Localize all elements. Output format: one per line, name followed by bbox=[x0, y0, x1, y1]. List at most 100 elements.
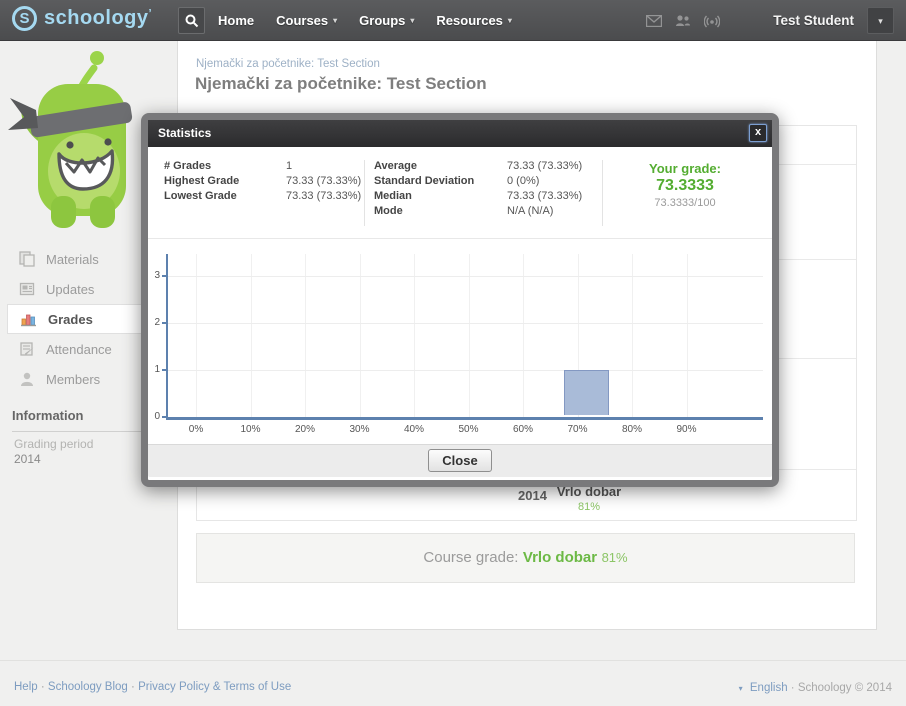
nav-groups[interactable]: Groups ▾ bbox=[359, 13, 415, 28]
stat-average: Average 73.33 (73.33%) bbox=[374, 160, 583, 172]
y-tick-label: 2 bbox=[154, 317, 160, 328]
updates-icon bbox=[19, 282, 35, 296]
course-grade-value: Vrlo dobar bbox=[522, 549, 598, 566]
x-tick-label: 20% bbox=[294, 424, 315, 435]
gridline bbox=[686, 254, 688, 417]
schoology-logo[interactable]: S schoology’ bbox=[12, 6, 152, 31]
statistics-summary: # Grades 1 Highest Grade 73.33 (73.33%) Lo… bbox=[148, 147, 772, 239]
members-icon bbox=[21, 372, 33, 386]
y-tick-mark bbox=[162, 322, 166, 324]
gridline bbox=[414, 254, 415, 417]
course-grade-label: Course grade: bbox=[423, 549, 519, 566]
histogram-bar bbox=[564, 370, 609, 415]
footer-links: Help · Schoology Blog · Privacy Policy &… bbox=[14, 681, 292, 693]
user-menu[interactable]: Test Student bbox=[773, 13, 854, 28]
divider bbox=[602, 160, 603, 226]
grade-distribution-histogram: 0% 10% 20% 30% 40% 50% 60% 70% 80% 90% 0 1 2 3 bbox=[154, 244, 766, 444]
period-grade: Vrlo dobar bbox=[556, 484, 622, 499]
x-tick-label: 40% bbox=[403, 424, 424, 435]
search-icon bbox=[185, 14, 198, 27]
grading-period-row: 2014 Vrlo dobar 81% bbox=[518, 484, 621, 513]
close-icon[interactable]: x bbox=[749, 124, 767, 142]
gridline bbox=[250, 254, 252, 417]
period-year: 2014 bbox=[518, 488, 547, 503]
your-grade-detail: 73.3333/100 bbox=[654, 197, 716, 209]
footer-link-privacy[interactable]: Privacy Policy & Terms of Use bbox=[138, 681, 292, 693]
y-tick-label: 1 bbox=[154, 364, 160, 375]
brand-mark: ’ bbox=[148, 7, 153, 20]
gridline bbox=[468, 254, 470, 417]
stat-mode: Mode N/A (N/A) bbox=[374, 205, 554, 217]
course-grade-summary: Course grade: Vrlo dobar 81% bbox=[196, 533, 855, 583]
sidebar-item-attendance[interactable]: Attendance bbox=[0, 334, 177, 364]
close-button[interactable]: Close bbox=[428, 449, 492, 472]
gridline bbox=[305, 254, 306, 417]
x-tick-label: 90% bbox=[676, 424, 697, 435]
top-navbar: S schoology’ Home Courses ▾ Groups ▾ Resou… bbox=[0, 0, 906, 41]
grades-icon bbox=[21, 314, 36, 327]
y-tick-label: 3 bbox=[154, 270, 160, 281]
footer-link-help[interactable]: Help bbox=[14, 681, 38, 693]
stat-num-grades: # Grades 1 bbox=[164, 160, 293, 172]
x-tick-label: 60% bbox=[512, 424, 533, 435]
materials-icon bbox=[19, 251, 35, 267]
gridline bbox=[577, 254, 579, 417]
language-selector[interactable]: English bbox=[749, 682, 788, 694]
gridline bbox=[523, 254, 524, 417]
sidebar-item-materials[interactable]: Materials bbox=[0, 244, 177, 274]
schoology-logo-icon: S bbox=[12, 6, 37, 31]
breadcrumb[interactable]: Njemački za početnike: Test Section bbox=[196, 58, 380, 70]
sidebar-item-members[interactable]: Members bbox=[0, 364, 177, 394]
grading-period-value: 2014 bbox=[14, 452, 41, 466]
gridline bbox=[632, 254, 633, 417]
messages-icon[interactable] bbox=[646, 14, 662, 27]
nav-home[interactable]: Home bbox=[218, 13, 255, 28]
y-tick-label: 0 bbox=[154, 411, 160, 422]
y-tick-mark bbox=[162, 416, 166, 418]
your-grade-block: Your grade: 73.3333 73.3333/100 bbox=[612, 160, 758, 238]
nav-courses[interactable]: Courses ▾ bbox=[276, 13, 338, 28]
course-grade-percent: 81% bbox=[601, 550, 628, 565]
search-button[interactable] bbox=[178, 7, 205, 34]
footer-divider bbox=[0, 660, 906, 661]
gridline bbox=[168, 370, 763, 371]
modal-title: Statistics bbox=[158, 126, 212, 140]
notifications-icon[interactable] bbox=[704, 14, 720, 28]
brand-name: schoology bbox=[44, 7, 149, 29]
information-heading: Information bbox=[12, 408, 165, 432]
attendance-icon bbox=[20, 342, 34, 356]
chevron-down-icon: ▾ bbox=[333, 16, 338, 25]
connections-icon[interactable] bbox=[675, 14, 691, 27]
nav-links: Home Courses ▾ Groups ▾ Resources ▾ bbox=[218, 0, 512, 41]
divider bbox=[364, 160, 365, 226]
your-grade-label: Your grade: bbox=[649, 161, 721, 176]
chevron-down-icon: ▾ bbox=[410, 16, 415, 25]
statistics-modal-body: # Grades 1 Highest Grade 73.33 (73.33%) Lo… bbox=[148, 147, 772, 444]
stat-std-dev: Standard Deviation 0 (0%) bbox=[374, 175, 540, 187]
chevron-down-icon: ▾ bbox=[507, 16, 512, 25]
copyright: Schoology © 2014 bbox=[797, 682, 892, 694]
x-tick-label: 30% bbox=[349, 424, 370, 435]
nav-resources[interactable]: Resources ▾ bbox=[436, 13, 512, 28]
footer-link-blog[interactable]: Schoology Blog bbox=[47, 681, 128, 693]
user-dropdown-button[interactable]: ▾ bbox=[867, 7, 894, 34]
course-mascot-image bbox=[8, 51, 133, 228]
stat-median: Median 73.33 (73.33%) bbox=[374, 190, 583, 202]
period-grade-percent: 81% bbox=[578, 501, 601, 513]
footer-meta: ▾ English · Schoology © 2014 bbox=[738, 682, 892, 694]
x-axis bbox=[166, 417, 763, 420]
chevron-down-icon: ▾ bbox=[738, 684, 743, 693]
your-grade-value: 73.3333 bbox=[656, 177, 714, 194]
page-title: Njemački za početnike: Test Section bbox=[195, 74, 487, 93]
grading-period-label: Grading period bbox=[14, 437, 94, 451]
y-axis bbox=[166, 254, 168, 420]
statistics-modal-header[interactable]: Statistics x bbox=[148, 120, 772, 147]
stat-highest-grade: Highest Grade 73.33 (73.33%) bbox=[164, 175, 362, 187]
x-tick-label: 10% bbox=[240, 424, 261, 435]
y-tick-mark bbox=[162, 275, 166, 277]
statistics-modal: Statistics x # Grades 1 Highest Grade 73.3… bbox=[141, 113, 779, 487]
gridline bbox=[359, 254, 361, 417]
sidebar-item-updates[interactable]: Updates bbox=[0, 274, 177, 304]
stat-lowest-grade: Lowest Grade 73.33 (73.33%) bbox=[164, 190, 362, 202]
